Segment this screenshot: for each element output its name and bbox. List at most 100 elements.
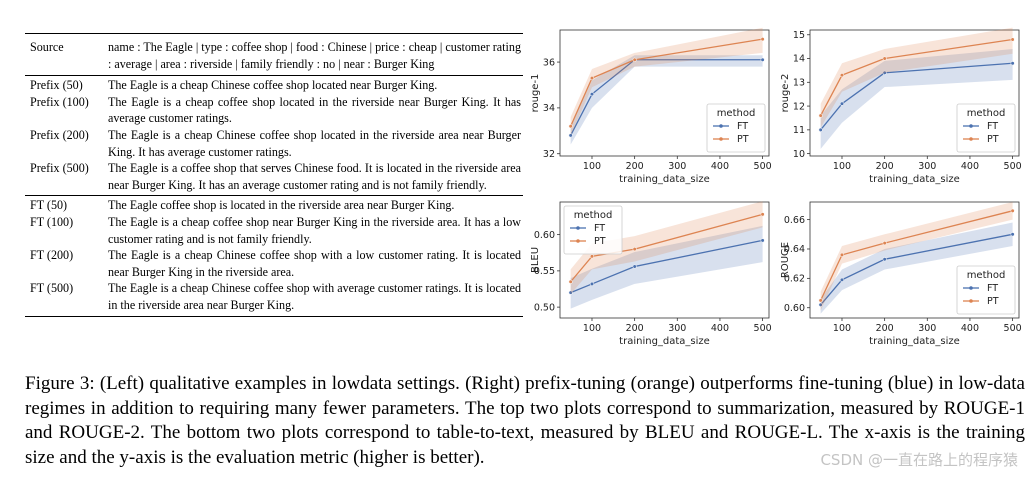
legend: method FT PT bbox=[956, 103, 1016, 153]
row-label: Prefix (500) bbox=[30, 161, 89, 176]
x-tick-label: 300 bbox=[668, 323, 686, 334]
row-label: Source bbox=[30, 40, 64, 54]
legend-title: method bbox=[574, 210, 613, 221]
row-text: The Eagle is a cheap Chinese coffee shop… bbox=[108, 281, 521, 312]
row-label: Prefix (50) bbox=[30, 78, 83, 93]
table-top-rule bbox=[25, 33, 523, 34]
x-tick-label: 200 bbox=[626, 323, 644, 334]
y-tick-label: 13 bbox=[793, 78, 805, 89]
y-tick-label: 11 bbox=[793, 125, 805, 136]
data-point-ft bbox=[839, 277, 845, 282]
legend-item-pt: PT bbox=[594, 236, 606, 247]
row-text: The Eagle is a cheap Chinese coffee shop… bbox=[108, 127, 521, 159]
data-point-pt bbox=[882, 56, 887, 61]
x-tick-label: 400 bbox=[711, 161, 729, 172]
y-tick-label: 14 bbox=[793, 54, 805, 65]
data-point-pt bbox=[760, 37, 765, 42]
x-tick-label: 300 bbox=[918, 323, 936, 334]
band-ft bbox=[570, 55, 763, 145]
legend-title: method bbox=[967, 108, 1006, 119]
x-tick-label: 100 bbox=[583, 323, 601, 334]
legend-item-pt: PT bbox=[737, 134, 749, 145]
legend-marker bbox=[719, 137, 723, 141]
series-line-pt bbox=[820, 38, 1013, 116]
data-point-pt bbox=[882, 241, 887, 246]
x-tick-label: 300 bbox=[668, 161, 686, 172]
x-tick-label: 200 bbox=[876, 161, 894, 172]
legend-marker bbox=[576, 239, 580, 243]
legend-item-ft: FT bbox=[737, 121, 748, 132]
x-tick-label: 400 bbox=[711, 323, 729, 334]
legend-item-pt: PT bbox=[987, 296, 999, 307]
data-point-pt bbox=[632, 247, 637, 252]
series-line-ft bbox=[820, 62, 1013, 131]
figure-caption: Figure 3: (Left) qualitative examples in… bbox=[25, 373, 1025, 468]
data-point-pt bbox=[818, 113, 823, 118]
data-point-ft bbox=[760, 238, 765, 243]
row-text: The Eagle coffee shop is located in the … bbox=[108, 198, 455, 213]
x-tick-label: 200 bbox=[876, 323, 894, 334]
data-point-ft bbox=[882, 257, 887, 262]
data-point-pt bbox=[568, 124, 573, 129]
band-ft bbox=[820, 49, 1013, 149]
chart-rouge-2: 100 200 300 400 500 10 11 12 13 14 15 training_data… bbox=[780, 27, 1022, 185]
y-tick-label: 0.64 bbox=[784, 244, 805, 255]
data-point-ft bbox=[1010, 61, 1015, 66]
y-tick-label: 0.55 bbox=[534, 266, 555, 277]
series-line-ft bbox=[570, 239, 763, 294]
x-tick-label: 100 bbox=[833, 323, 851, 334]
table-rule bbox=[25, 195, 523, 197]
row-label: FT (500) bbox=[30, 281, 74, 296]
y-tick-label: 36 bbox=[543, 57, 555, 68]
y-axis-label: ROUGE bbox=[780, 242, 791, 278]
y-tick-label: 0.50 bbox=[534, 302, 555, 313]
x-axis-label: training_data_size bbox=[619, 336, 710, 347]
data-point-pt bbox=[1010, 208, 1015, 213]
band-pt bbox=[820, 202, 1013, 311]
data-point-pt bbox=[568, 279, 573, 284]
data-point-ft bbox=[818, 302, 823, 307]
data-point-ft bbox=[589, 281, 595, 286]
chart-rouge-1: 100 200 300 400 500 32 34 36 training_data_size r… bbox=[530, 27, 772, 185]
row-text: name : The Eagle | type : coffee shop | … bbox=[108, 40, 521, 71]
prefix-section: Prefix (50) The Eagle is a cheap Chinese… bbox=[25, 76, 523, 195]
y-axis-label: rouge-2 bbox=[780, 74, 791, 113]
y-tick-label: 0.66 bbox=[784, 215, 805, 226]
series-line-ft bbox=[570, 59, 763, 136]
data-point-ft bbox=[818, 127, 823, 132]
row-label: FT (50) bbox=[30, 198, 68, 213]
band-pt bbox=[570, 27, 763, 136]
ft-section: FT (50) The Eagle coffee shop is located… bbox=[25, 196, 523, 315]
row-text: The Eagle is a cheap coffee shop near Bu… bbox=[108, 214, 521, 246]
x-tick-label: 100 bbox=[583, 161, 601, 172]
series-line-pt bbox=[820, 210, 1013, 301]
x-tick-label: 300 bbox=[918, 161, 936, 172]
row-label: Prefix (200) bbox=[30, 127, 89, 142]
row-text: The Eagle is a coffee shop that serves C… bbox=[108, 161, 521, 192]
table-row: Prefix (100) The Eagle is a cheap coffee… bbox=[25, 94, 523, 127]
series-line-pt bbox=[570, 38, 763, 127]
legend-title: method bbox=[717, 108, 756, 119]
data-point-pt bbox=[818, 298, 823, 303]
legend-marker bbox=[576, 226, 580, 230]
legend-marker bbox=[969, 124, 973, 128]
table-row: FT (500) The Eagle is a cheap Chinese co… bbox=[25, 280, 523, 313]
table-header-section: Source name : The Eagle | type : coffee … bbox=[25, 34, 523, 75]
x-axis-label: training_data_size bbox=[869, 174, 960, 185]
legend-item-pt: PT bbox=[987, 134, 999, 145]
series-line-ft bbox=[820, 233, 1013, 306]
legend: method FT PT bbox=[956, 265, 1016, 315]
band-pt bbox=[820, 27, 1013, 128]
band-pt bbox=[570, 201, 763, 295]
data-point-pt bbox=[589, 76, 595, 81]
x-tick-label: 500 bbox=[1004, 161, 1022, 172]
chart-rouge-l: 100 200 300 400 500 0.60 0.62 0.64 0.66 training_… bbox=[780, 201, 1022, 347]
table-rule bbox=[25, 75, 523, 77]
data-point-pt bbox=[1010, 37, 1015, 42]
data-point-ft bbox=[568, 290, 573, 295]
x-tick-label: 200 bbox=[626, 161, 644, 172]
data-point-ft bbox=[568, 133, 573, 138]
table-row: FT (100) The Eagle is a cheap coffee sho… bbox=[25, 214, 523, 247]
x-axis-label: training_data_size bbox=[869, 336, 960, 347]
band-ft bbox=[570, 225, 763, 309]
